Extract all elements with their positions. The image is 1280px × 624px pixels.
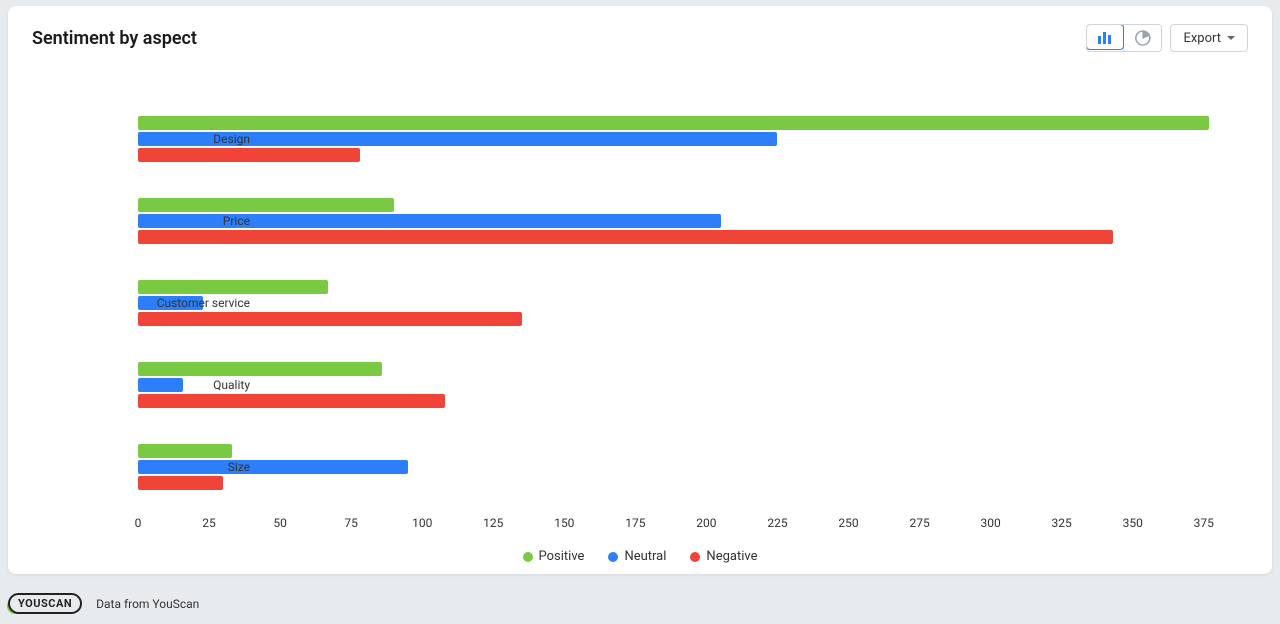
- pie-chart-icon: [1135, 30, 1151, 46]
- x-axis-tick: 125: [483, 516, 503, 530]
- chart-plot: [138, 116, 1218, 516]
- y-axis-label: Price: [223, 214, 250, 228]
- x-axis-tick: 300: [981, 516, 1001, 530]
- legend-dot-icon: [690, 552, 700, 562]
- bar-neutral[interactable]: [138, 378, 183, 392]
- bar-positive[interactable]: [138, 362, 382, 376]
- y-axis-label: Quality: [213, 378, 250, 392]
- bar-negative[interactable]: [138, 312, 522, 326]
- x-axis-tick: 75: [344, 516, 358, 530]
- legend-label: Neutral: [624, 549, 666, 564]
- y-axis-label: Size: [228, 460, 250, 474]
- y-axis-label: Customer service: [157, 296, 250, 310]
- export-label: Export: [1183, 31, 1221, 46]
- bar-positive[interactable]: [138, 198, 394, 212]
- bar-positive[interactable]: [138, 116, 1209, 130]
- legend-item-positive[interactable]: Positive: [523, 549, 585, 564]
- card-title: Sentiment by aspect: [32, 28, 197, 49]
- bar-negative[interactable]: [138, 476, 223, 490]
- export-button[interactable]: Export: [1170, 24, 1248, 52]
- x-axis-tick: 200: [696, 516, 716, 530]
- bar-positive[interactable]: [138, 444, 232, 458]
- legend-label: Negative: [706, 549, 757, 564]
- x-axis-tick: 0: [135, 516, 142, 530]
- y-axis-label: Design: [213, 132, 250, 146]
- bar-chart-toggle[interactable]: [1086, 24, 1124, 50]
- bar-negative[interactable]: [138, 394, 445, 408]
- legend-item-neutral[interactable]: Neutral: [608, 549, 666, 564]
- legend-label: Positive: [539, 549, 585, 564]
- legend-dot-icon: [523, 552, 533, 562]
- bar-positive[interactable]: [138, 280, 328, 294]
- footer: YOUSCAN Data from YouScan: [8, 593, 199, 614]
- chevron-down-icon: [1227, 36, 1235, 40]
- chart-area: Design Price Customer service Quality Size 0 2…: [38, 86, 1242, 546]
- footer-text: Data from YouScan: [96, 597, 199, 611]
- pie-chart-toggle[interactable]: [1123, 25, 1161, 51]
- x-axis-tick: 25: [202, 516, 216, 530]
- x-axis-tick: 350: [1123, 516, 1143, 530]
- x-axis-tick: 250: [838, 516, 858, 530]
- x-axis-tick: 50: [273, 516, 287, 530]
- bar-neutral[interactable]: [138, 460, 408, 474]
- chart-type-toggle: [1086, 24, 1162, 52]
- x-axis-tick: 225: [767, 516, 787, 530]
- x-axis-tick: 175: [625, 516, 645, 530]
- chart-legend: Positive Neutral Negative: [8, 549, 1272, 564]
- x-axis-tick: 375: [1194, 516, 1214, 530]
- x-axis-tick: 150: [554, 516, 574, 530]
- x-axis-tick: 100: [412, 516, 432, 530]
- chart-card: Sentiment by aspect: [8, 6, 1272, 574]
- x-axis-tick: 275: [909, 516, 929, 530]
- legend-dot-icon: [608, 552, 618, 562]
- bar-chart-icon: [1097, 30, 1113, 44]
- header-actions: Export: [1086, 24, 1248, 52]
- x-axis-tick: 325: [1052, 516, 1072, 530]
- bar-negative[interactable]: [138, 148, 360, 162]
- brand-logo: YOUSCAN: [8, 593, 82, 614]
- legend-item-negative[interactable]: Negative: [690, 549, 757, 564]
- card-header: Sentiment by aspect: [8, 6, 1272, 52]
- bar-negative[interactable]: [138, 230, 1113, 244]
